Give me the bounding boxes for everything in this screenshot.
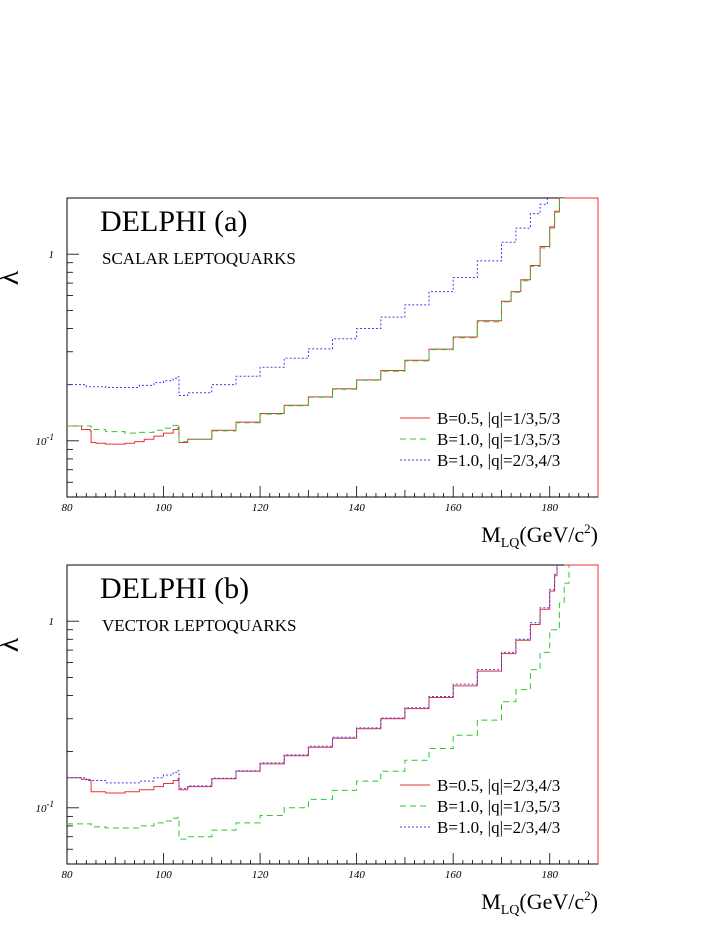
chart-panel-b: 80 100 120 140 160 180 1 10-1 λ MLQ(GeV/c2) DELPHI… [0, 564, 599, 918]
x-tick-label: 80 [62, 502, 74, 514]
x-tick-label: 100 [155, 869, 172, 881]
y-tick-label: 1 [49, 616, 55, 628]
x-axis-label-close: ) [591, 889, 598, 914]
exclusion-boundary [564, 564, 599, 864]
y-tick-label: 10-1 [36, 432, 55, 448]
x-tick-label: 180 [541, 502, 558, 514]
series-line-blue [67, 198, 548, 396]
legend-label: B=0.5, |q|=1/3,5/3 [437, 409, 560, 428]
legend-label: B=1.0, |q|=2/3,4/3 [437, 451, 560, 470]
chart-panel-a: 80 100 120 140 160 180 1 10-1 λ MLQ(GeV/c2) DELPHI… [0, 197, 599, 551]
series-line-green [67, 198, 565, 443]
x-axis-label-subscript: LQ [501, 903, 520, 918]
legend-label: B=1.0, |q|=2/3,4/3 [437, 818, 560, 837]
y-axis-label: λ [0, 637, 25, 652]
x-axis-label-subscript: LQ [501, 536, 520, 551]
y-tick-exponent: -1 [47, 432, 55, 442]
x-axis-label-unit: (GeV/c [519, 889, 584, 914]
chart-subtitle: SCALAR LEPTOQUARKS [102, 249, 296, 268]
x-tick-label: 120 [252, 869, 269, 881]
series-line-green [67, 565, 570, 840]
y-axis-label: λ [0, 270, 25, 285]
x-tick-label: 140 [348, 869, 365, 881]
x-tick-label: 120 [252, 502, 269, 514]
x-axis-label-superscript: 2 [584, 888, 591, 903]
x-tick-label: 180 [541, 869, 558, 881]
x-tick-label: 160 [445, 502, 462, 514]
chart-title: DELPHI (a) [100, 205, 247, 238]
legend-label: B=0.5, |q|=2/3,4/3 [437, 776, 560, 795]
x-tick-label: 80 [62, 869, 74, 881]
x-axis-label-superscript: 2 [584, 521, 591, 536]
x-tick-label: 140 [348, 502, 365, 514]
x-axis-label-close: ) [591, 522, 598, 547]
x-axis-label: MLQ(GeV/c2) [481, 521, 598, 551]
series-line-blue [67, 565, 558, 789]
chart-title: DELPHI (b) [100, 572, 249, 605]
x-axis-label-unit: (GeV/c [519, 522, 584, 547]
x-axis-label: MLQ(GeV/c2) [481, 888, 598, 918]
x-tick-label: 100 [155, 502, 172, 514]
chart-subtitle: VECTOR LEPTOQUARKS [102, 616, 296, 635]
exclusion-boundary [564, 197, 599, 497]
x-tick-label: 160 [445, 869, 462, 881]
y-tick-exponent: -1 [47, 799, 55, 809]
x-axis-label-main: M [481, 889, 501, 914]
x-axis-label-main: M [481, 522, 501, 547]
legend-label: B=1.0, |q|=1/3,5/3 [437, 430, 560, 449]
legend-label: B=1.0, |q|=1/3,5/3 [437, 797, 560, 816]
y-tick-label: 1 [49, 249, 55, 261]
y-tick-label: 10-1 [36, 799, 55, 815]
